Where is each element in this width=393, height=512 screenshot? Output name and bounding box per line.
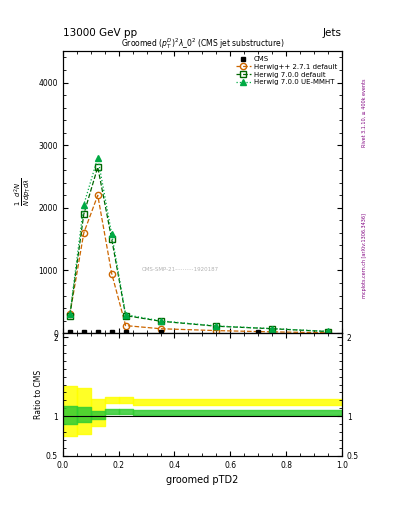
Herwig++ 2.7.1 default [326, 330, 331, 336]
CMS [109, 329, 114, 335]
Herwig 7.0.0 default [109, 236, 114, 242]
X-axis label: groomed pTD2: groomed pTD2 [166, 475, 239, 485]
Herwig 7.0.0 default [68, 312, 72, 318]
Line: CMS: CMS [68, 330, 261, 335]
Herwig++ 2.7.1 default [95, 192, 100, 198]
Herwig 7.0.0 UE-MMHT [326, 328, 331, 334]
Line: Herwig 7.0.0 UE-MMHT: Herwig 7.0.0 UE-MMHT [67, 155, 331, 334]
Herwig 7.0.0 default [326, 329, 331, 335]
Herwig 7.0.0 default [214, 323, 219, 329]
CMS [95, 329, 100, 335]
Herwig 7.0.0 UE-MMHT [81, 202, 86, 208]
Herwig++ 2.7.1 default [158, 326, 163, 332]
Herwig 7.0.0 default [95, 164, 100, 170]
CMS [158, 329, 163, 335]
Herwig 7.0.0 UE-MMHT [270, 326, 275, 332]
Line: Herwig 7.0.0 default: Herwig 7.0.0 default [67, 164, 331, 335]
Legend: CMS, Herwig++ 2.7.1 default, Herwig 7.0.0 default, Herwig 7.0.0 UE-MMHT: CMS, Herwig++ 2.7.1 default, Herwig 7.0.… [234, 55, 338, 87]
Herwig 7.0.0 UE-MMHT [95, 155, 100, 161]
Herwig 7.0.0 default [270, 326, 275, 332]
Herwig 7.0.0 default [123, 312, 128, 318]
CMS [68, 329, 72, 335]
CMS [256, 329, 261, 335]
Text: Rivet 3.1.10, ≥ 400k events: Rivet 3.1.10, ≥ 400k events [362, 78, 367, 147]
Herwig 7.0.0 default [158, 318, 163, 324]
Text: Jets: Jets [323, 28, 342, 38]
Text: 13000 GeV pp: 13000 GeV pp [63, 28, 137, 38]
Herwig++ 2.7.1 default [109, 270, 114, 276]
Y-axis label: $\frac{1}{N}\frac{d^2N}{dp_T d\lambda}$: $\frac{1}{N}\frac{d^2N}{dp_T d\lambda}$ [12, 178, 33, 206]
Herwig++ 2.7.1 default [81, 230, 86, 236]
Herwig++ 2.7.1 default [68, 311, 72, 317]
Herwig 7.0.0 UE-MMHT [109, 231, 114, 237]
Text: mcplots.cern.ch [arXiv:1306.3436]: mcplots.cern.ch [arXiv:1306.3436] [362, 214, 367, 298]
Herwig 7.0.0 UE-MMHT [158, 318, 163, 324]
CMS [81, 329, 86, 335]
Herwig 7.0.0 default [81, 211, 86, 217]
Herwig++ 2.7.1 default [270, 329, 275, 335]
CMS [123, 329, 128, 335]
Title: Groomed $(p_T^D)^2\lambda\_0^2$ (CMS jet substructure): Groomed $(p_T^D)^2\lambda\_0^2$ (CMS jet… [121, 36, 284, 51]
Line: Herwig++ 2.7.1 default: Herwig++ 2.7.1 default [67, 192, 331, 336]
Text: CMS-SMP-21-⋯⋯⋯1920187: CMS-SMP-21-⋯⋯⋯1920187 [141, 267, 219, 272]
Herwig++ 2.7.1 default [214, 328, 219, 334]
Herwig 7.0.0 UE-MMHT [123, 312, 128, 318]
Herwig++ 2.7.1 default [123, 323, 128, 329]
Herwig 7.0.0 UE-MMHT [214, 323, 219, 329]
Herwig 7.0.0 UE-MMHT [68, 311, 72, 317]
Y-axis label: Ratio to CMS: Ratio to CMS [34, 370, 43, 419]
